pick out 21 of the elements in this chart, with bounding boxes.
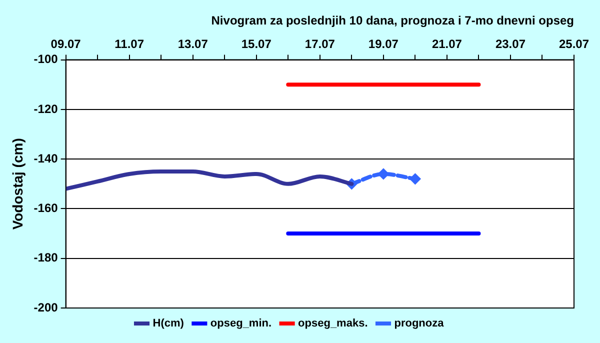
y-tick-label: -140 [34,151,58,166]
x-tick-label: 15.07 [241,36,272,51]
y-axis-title: Vodostaj (cm) [9,138,26,230]
x-tick-label: 13.07 [178,36,208,51]
y-tick-label: -100 [34,52,58,66]
legend-label: prognoza [394,318,445,330]
y-tick-label: -120 [34,102,58,116]
x-tick-label: 17.07 [304,36,336,51]
y-tick-label: -200 [34,300,58,314]
x-tick-label: 09.07 [50,36,82,51]
legend-label: opseg_min. [210,318,272,330]
x-tick-label: 21.07 [432,36,462,51]
y-tick-label: -180 [34,250,58,265]
x-tick-label: 23.07 [495,36,526,51]
chart-title: Nivogram za poslednjih 10 dana, prognoza i 7-mo dnevni opseg [211,14,574,28]
legend-label: H(cm) [152,318,184,330]
x-tick-label: 19.07 [368,36,399,51]
y-tick-label: -160 [34,201,58,216]
x-tick-label: 25.07 [558,36,590,51]
legend-label: opseg_maks. [298,318,368,330]
x-tick-label: 11.07 [114,36,144,51]
